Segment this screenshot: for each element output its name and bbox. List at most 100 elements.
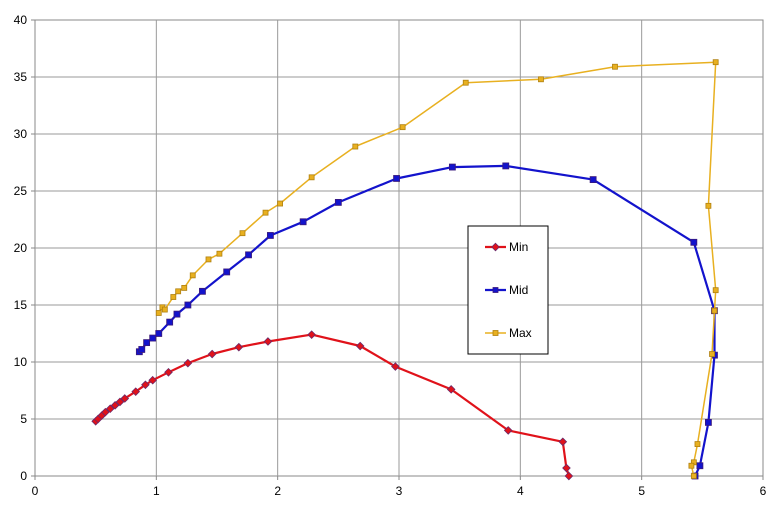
series-marker-max	[711, 307, 718, 314]
series-marker-max	[352, 143, 359, 150]
series-marker-mid	[266, 232, 274, 239]
series-marker-max	[538, 76, 544, 83]
series-marker-min	[110, 401, 120, 410]
series-marker-max	[688, 462, 695, 469]
legend-label: Max	[509, 326, 532, 340]
series-marker-mid	[690, 238, 698, 246]
series-marker-min	[446, 385, 456, 394]
series-marker-min	[391, 362, 400, 371]
y-tick-label: 5	[20, 412, 27, 426]
legend-items: Min Mid Max	[485, 240, 532, 340]
series-marker-max	[175, 288, 182, 295]
series-marker-max	[712, 59, 719, 66]
series-marker-min	[148, 375, 158, 385]
series-min	[91, 330, 574, 481]
x-axis-ticks: 0 1 2 3 4 5 6	[32, 476, 767, 498]
legend-label: Min	[509, 240, 528, 254]
legend-item-max: Max	[485, 326, 532, 340]
series-marker-max	[161, 306, 168, 313]
series-marker-mid	[245, 251, 252, 259]
series-marker-min	[105, 404, 115, 414]
series-marker-min	[355, 341, 365, 351]
series-marker-min	[558, 437, 568, 447]
y-tick-label: 25	[14, 184, 28, 198]
y-axis-ticks: 0 5 10 15 20 25 30 35 40	[14, 13, 35, 483]
series-marker-max	[705, 202, 712, 209]
series-marker-mid	[223, 268, 231, 276]
series-marker-max	[712, 287, 719, 294]
y-tick-label: 0	[20, 469, 27, 483]
series-marker-min	[503, 426, 513, 435]
series-marker-min	[491, 242, 500, 252]
series-marker-min	[564, 471, 574, 481]
series-marker-mid	[149, 334, 157, 342]
series-marker-max	[492, 330, 499, 336]
series-marker-mid	[173, 310, 181, 318]
series-marker-max	[690, 473, 697, 479]
series-marker-mid	[448, 163, 456, 171]
series-marker-max	[189, 272, 196, 279]
y-tick-label: 10	[14, 355, 28, 369]
series-marker-max	[170, 294, 177, 300]
series-marker-mid	[696, 462, 704, 470]
series-marker-min	[562, 463, 571, 473]
series-marker-max	[155, 310, 162, 316]
series-marker-max	[205, 256, 212, 263]
legend-box	[467, 225, 549, 355]
series-marker-max	[462, 79, 469, 86]
y-tick-label: 15	[14, 298, 28, 312]
series-marker-min	[141, 380, 150, 390]
legend-item-min: Min	[485, 240, 528, 254]
series-marker-mid	[502, 162, 510, 170]
series-max	[155, 59, 719, 479]
x-tick-label: 0	[32, 484, 39, 498]
series-marker-min	[263, 337, 273, 346]
series-marker-mid	[393, 175, 400, 182]
x-tick-label: 1	[153, 484, 160, 498]
series-marker-min	[101, 407, 110, 417]
series-marker-mid	[184, 301, 192, 309]
series-marker-max	[612, 63, 618, 70]
series-marker-mid	[143, 339, 151, 347]
series-marker-mid	[166, 318, 174, 326]
series-marker-mid	[589, 176, 597, 184]
x-tick-label: 3	[396, 484, 403, 498]
series-marker-min	[183, 358, 193, 368]
series-marker-max	[709, 351, 715, 357]
series-marker-max	[262, 209, 269, 216]
x-tick-label: 6	[760, 484, 767, 498]
series-marker-mid	[199, 287, 206, 295]
x-tick-label: 2	[274, 484, 281, 498]
y-tick-label: 30	[14, 127, 28, 141]
x-tick-label: 5	[638, 484, 645, 498]
series-marker-mid	[299, 218, 307, 226]
series-layer	[91, 59, 719, 481]
series-marker-mid	[138, 346, 146, 353]
x-tick-label: 4	[517, 484, 524, 498]
series-marker-max	[694, 441, 701, 447]
series-marker-min	[164, 367, 173, 377]
series-marker-mid	[705, 419, 712, 426]
legend-label: Mid	[509, 283, 528, 297]
y-tick-label: 20	[14, 241, 28, 255]
gridlines	[35, 20, 763, 476]
series-marker-min	[120, 394, 130, 403]
series-marker-max	[216, 250, 223, 257]
series-marker-max	[308, 174, 315, 181]
series-marker-max	[399, 124, 406, 131]
series-marker-max	[277, 200, 283, 207]
series-marker-min	[131, 387, 141, 396]
y-tick-label: 40	[14, 13, 28, 27]
y-tick-label: 35	[14, 70, 28, 84]
series-marker-max	[239, 230, 246, 237]
series-marker-max	[181, 284, 188, 291]
series-marker-mid	[155, 330, 163, 337]
series-marker-min	[307, 330, 316, 339]
legend: Min Mid Max	[467, 225, 549, 355]
series-marker-min	[115, 397, 125, 407]
series-marker-mid	[334, 198, 342, 206]
series-marker-min	[234, 342, 244, 352]
legend-item-mid: Mid	[485, 283, 528, 297]
series-marker-mid	[492, 287, 499, 293]
